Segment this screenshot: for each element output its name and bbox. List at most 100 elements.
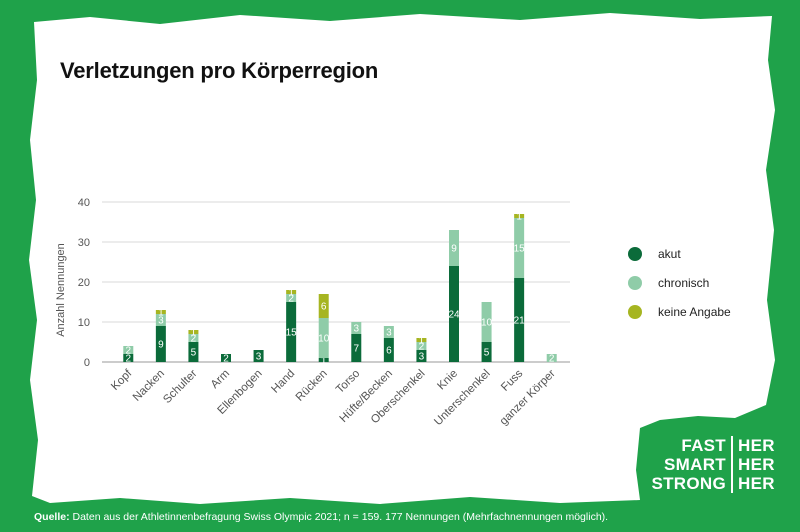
x-tick-label: Arm bbox=[209, 368, 232, 391]
bar-data-label: 3 bbox=[354, 324, 360, 335]
bar-segment-chronisch bbox=[546, 354, 557, 362]
logo-word-her: HER bbox=[738, 436, 775, 455]
bar-data-label: 21 bbox=[514, 316, 526, 327]
logo-word-her: HER bbox=[738, 455, 775, 474]
bar-data-label: 3 bbox=[386, 328, 392, 339]
chart-title: Verletzungen pro Körperregion bbox=[60, 58, 379, 83]
y-axis-label: Anzahl Nennungen bbox=[55, 243, 67, 337]
bar-segment-chronisch bbox=[155, 314, 166, 326]
bar-segment-chronisch bbox=[351, 322, 362, 334]
bar-data-label: 1 bbox=[516, 212, 522, 223]
bar-data-label: 3 bbox=[419, 352, 425, 363]
logo-word-strong: STRONG bbox=[648, 474, 733, 493]
legend-swatch-keine-angabe bbox=[628, 305, 642, 319]
legend-swatch-chronisch bbox=[628, 276, 642, 290]
source-label: Quelle: bbox=[34, 511, 70, 523]
bar-data-label: 9 bbox=[451, 244, 457, 255]
bar-segment-chronisch bbox=[449, 230, 459, 266]
bar-data-label: 1 bbox=[288, 288, 294, 299]
bar-data-label: 2 bbox=[191, 334, 197, 345]
bar-segment-akut bbox=[123, 354, 134, 362]
x-tick-label: Kopf bbox=[109, 367, 135, 393]
bar-segment-chronisch bbox=[514, 218, 525, 278]
legend-item-keine-angabe: keine Angabe bbox=[628, 302, 731, 322]
bar-data-label: 15 bbox=[286, 328, 298, 339]
bar-segment-akut bbox=[383, 338, 394, 362]
bar-data-label: 3 bbox=[158, 316, 164, 327]
bar-segment-keine-angabe bbox=[188, 330, 199, 334]
bar-data-label: 5 bbox=[484, 348, 490, 359]
x-tick-label: Torso bbox=[334, 368, 362, 396]
bar-data-label: 2 bbox=[223, 354, 229, 365]
bar-data-label: 2 bbox=[288, 294, 294, 305]
y-tick-label: 10 bbox=[78, 317, 90, 329]
y-tick-label: 40 bbox=[78, 197, 90, 209]
bar-segment-chronisch bbox=[416, 342, 427, 350]
bar-segment-keine-angabe bbox=[514, 214, 525, 218]
y-tick-label: 0 bbox=[84, 357, 90, 369]
bar-segment-akut bbox=[286, 302, 297, 362]
legend-item-akut: akut bbox=[628, 244, 681, 264]
logo-word-smart: SMART bbox=[648, 455, 733, 474]
bar-data-label: 3 bbox=[256, 352, 262, 363]
bar-data-label: 1 bbox=[419, 336, 425, 347]
logo-word-fast: FAST bbox=[648, 436, 733, 455]
bar-segment-akut bbox=[253, 350, 264, 362]
bar-segment-chronisch bbox=[123, 346, 134, 354]
x-tick-label: Fuss bbox=[499, 367, 525, 393]
legend-label-keine-angabe: keine Angabe bbox=[658, 305, 731, 319]
legend-item-chronisch: chronisch bbox=[628, 273, 709, 293]
bar-data-label: 10 bbox=[481, 318, 493, 329]
bar-segment-chronisch bbox=[286, 294, 297, 302]
bar-segment-akut bbox=[318, 358, 329, 362]
bar-segment-keine-angabe bbox=[318, 294, 329, 318]
bar-data-label: 9 bbox=[158, 340, 164, 351]
bar-segment-akut bbox=[155, 326, 166, 362]
bar-data-label: 6 bbox=[386, 346, 392, 357]
bar-segment-akut bbox=[481, 342, 492, 362]
bar-data-label: 10 bbox=[318, 334, 330, 345]
bar-segment-chronisch bbox=[383, 326, 394, 338]
bar-data-label: 2 bbox=[126, 346, 132, 357]
bar-segment-akut bbox=[188, 342, 199, 362]
bar-data-label: 2 bbox=[419, 342, 425, 353]
x-tick-label: Hand bbox=[269, 368, 297, 396]
bar-data-label: 6 bbox=[321, 302, 327, 313]
bar-data-label: 1 bbox=[321, 356, 327, 367]
logo-row-fast: FAST HER bbox=[648, 436, 775, 455]
y-tick-label: 20 bbox=[78, 277, 90, 289]
y-tick-label: 30 bbox=[78, 237, 90, 249]
bar-data-label: 7 bbox=[354, 344, 360, 355]
bar-segment-akut bbox=[416, 350, 427, 362]
bar-data-label: 2 bbox=[549, 354, 555, 365]
logo-word-her: HER bbox=[738, 474, 775, 493]
legend-label-chronisch: chronisch bbox=[658, 276, 710, 290]
bar-data-label: 15 bbox=[514, 244, 526, 255]
legend-label-akut: akut bbox=[658, 247, 681, 261]
logo-row-smart: SMART HER bbox=[648, 455, 775, 474]
fast-smart-strong-her-logo: FAST HER SMART HER STRONG HER bbox=[648, 436, 775, 493]
bar-data-label: 2 bbox=[126, 354, 132, 365]
bar-data-label: 5 bbox=[191, 348, 197, 359]
bar-segment-chronisch bbox=[481, 302, 492, 342]
bar-segment-akut bbox=[351, 334, 362, 362]
bar-segment-akut bbox=[449, 266, 459, 362]
bar-segment-keine-angabe bbox=[286, 290, 297, 294]
bar-segment-akut bbox=[221, 354, 231, 362]
bar-segment-chronisch bbox=[188, 334, 199, 342]
bar-segment-keine-angabe bbox=[155, 310, 166, 314]
bar-segment-keine-angabe bbox=[416, 338, 427, 342]
x-tick-label: Rücken bbox=[294, 368, 330, 404]
source-note: Quelle: Daten aus der Athletinnenbefragu… bbox=[34, 511, 608, 523]
bar-segment-akut bbox=[514, 278, 525, 362]
bar-data-label: 1 bbox=[158, 308, 164, 319]
x-tick-label: Knie bbox=[435, 368, 460, 393]
legend-swatch-akut bbox=[628, 247, 642, 261]
x-tick-label: Schulter bbox=[161, 368, 199, 406]
bar-data-label: 24 bbox=[448, 310, 460, 321]
source-text: Daten aus der Athletinnenbefragung Swiss… bbox=[69, 511, 609, 523]
bar-segment-chronisch bbox=[318, 318, 329, 358]
bar-data-label: 1 bbox=[191, 328, 197, 339]
